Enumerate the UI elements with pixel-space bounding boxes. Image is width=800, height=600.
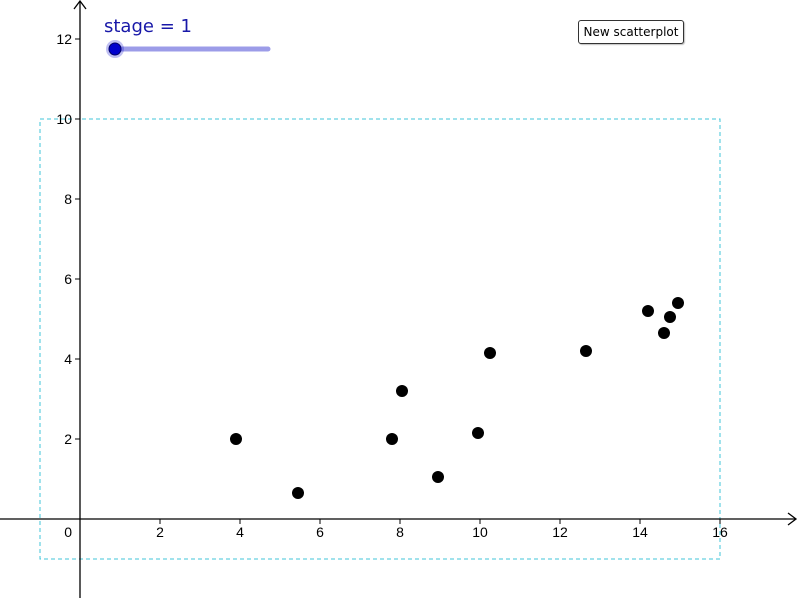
data-point[interactable] [658,327,670,339]
dashed-frame [39,118,721,560]
y-tick-label: 8 [64,191,72,207]
origin-label: 0 [64,524,72,540]
y-axis-arrow [73,0,87,10]
y-tick-label: 6 [64,271,72,287]
data-point[interactable] [580,345,592,357]
y-tick-label: 2 [64,431,72,447]
x-tick-label: 4 [236,524,244,540]
data-point[interactable] [664,311,676,323]
stage-slider-label: stage = 1 [104,16,192,37]
x-tick-label: 8 [396,524,404,540]
y-tick-label: 12 [56,31,72,47]
x-tick-label: 10 [472,524,488,540]
data-point[interactable] [472,427,484,439]
y-tick-label: 4 [64,351,72,367]
x-tick-label: 2 [156,524,164,540]
data-point[interactable] [292,487,304,499]
data-point[interactable] [396,385,408,397]
y-tick-label: 10 [56,111,72,127]
x-axis-arrow [787,512,798,526]
x-tick-label: 6 [316,524,324,540]
data-point[interactable] [386,433,398,445]
new-scatterplot-button[interactable]: New scatterplot [578,20,684,44]
stage-slider-knob[interactable] [108,42,122,56]
x-tick-label: 12 [552,524,568,540]
x-tick-label: 14 [632,524,648,540]
data-point[interactable] [672,297,684,309]
x-tick-label: 16 [712,524,728,540]
data-point[interactable] [642,305,654,317]
data-point[interactable] [484,347,496,359]
data-point[interactable] [230,433,242,445]
data-point[interactable] [432,471,444,483]
